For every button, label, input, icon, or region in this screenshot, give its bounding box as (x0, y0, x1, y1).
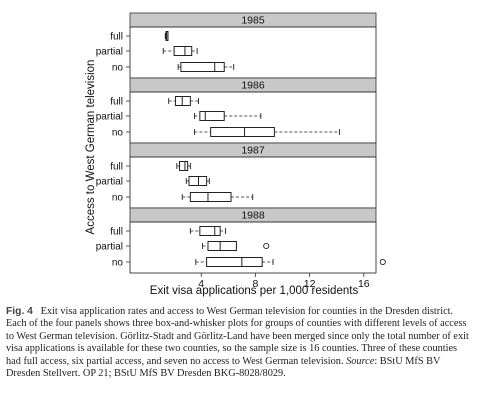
category-label: full (110, 97, 123, 108)
panel-title: 1988 (241, 210, 265, 222)
boxplot-figure: 1985 full partial no 1986 full partial no 1987 fu… (85, 12, 386, 297)
box-partial: partial (96, 111, 262, 123)
box-no: no (112, 62, 235, 74)
panel-1987: 1987 full partial no (96, 142, 377, 209)
box-iqr (199, 111, 225, 121)
panel-1988: 1988 full partial no (96, 207, 386, 274)
caption-text: Exit visa application rates and access t… (6, 306, 469, 367)
box-full: full (110, 226, 227, 238)
category-label: partial (96, 112, 123, 123)
category-label: no (112, 63, 124, 74)
figure-caption: Fig. 4 Exit visa application rates and a… (6, 306, 470, 380)
category-label: partial (96, 177, 123, 188)
panel-frame (129, 221, 377, 274)
caption-label: Fig. 4 (6, 306, 33, 317)
box-full: full (110, 161, 191, 173)
category-label: partial (96, 242, 123, 253)
caption-source-text: : BStU MfS BV Dresden Stellvert. OP 21; … (6, 355, 441, 380)
category-label: no (112, 258, 124, 269)
box-iqr (206, 257, 263, 267)
box-iqr (199, 226, 221, 236)
category-label: full (110, 32, 123, 43)
caption-source-label: Source (346, 355, 375, 367)
box-iqr (207, 241, 237, 251)
box-partial: partial (96, 176, 210, 188)
x-tick-label: 4 (198, 278, 204, 290)
box-no: no (112, 127, 340, 139)
x-tick-label: 16 (358, 278, 370, 290)
box-full: full (110, 96, 199, 108)
box-full: full (110, 31, 169, 43)
panel-frame (129, 156, 377, 209)
panel-title: 1985 (241, 15, 265, 27)
panel-title: 1987 (241, 145, 265, 157)
category-label: full (110, 162, 123, 173)
panel-1986: 1986 full partial no (96, 77, 377, 144)
box-iqr (189, 192, 232, 202)
category-label: partial (96, 47, 123, 58)
x-axis-label: Exit visa applications per 1,000 residen… (150, 285, 359, 297)
box-no: no (112, 192, 254, 204)
x-tick-label: 8 (252, 278, 258, 290)
category-label: no (112, 193, 124, 204)
box-no: no (112, 257, 386, 269)
panel-1985: 1985 full partial no (96, 12, 377, 79)
x-tick-label: 12 (304, 278, 316, 290)
box-iqr (179, 161, 189, 171)
x-axis: 4 8 12 16 (198, 273, 370, 290)
y-axis-label: Access to West German television (85, 60, 97, 235)
box-partial: partial (96, 46, 198, 58)
box-iqr (210, 127, 275, 137)
box-iqr (174, 96, 191, 106)
category-label: no (112, 128, 124, 139)
box-iqr (188, 176, 208, 186)
panel-title: 1986 (241, 80, 265, 92)
outlier-point (263, 242, 270, 250)
box-partial: partial (96, 241, 270, 253)
box-iqr (180, 62, 225, 72)
category-label: full (110, 227, 123, 238)
box-iqr (173, 46, 193, 56)
outlier-point (379, 258, 386, 266)
